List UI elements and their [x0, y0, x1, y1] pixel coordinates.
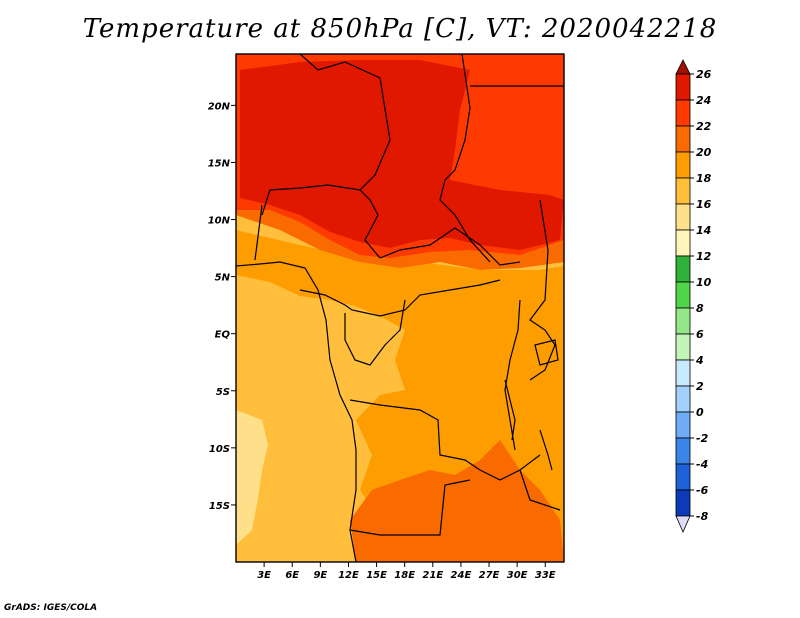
colorbar-bin	[675, 177, 691, 205]
border-ethiopia	[470, 85, 564, 381]
colorbar-label: 26	[696, 68, 712, 81]
border-north	[299, 53, 391, 191]
field-16-west	[236, 410, 268, 545]
map-frame	[235, 53, 565, 563]
x-tick-label: 6E	[285, 570, 299, 581]
colorbar-label: 6	[696, 328, 704, 341]
colorbar-label: 2	[696, 380, 704, 393]
border-lake-chad	[359, 189, 381, 259]
colorbar-bin	[675, 437, 691, 465]
x-tick-label: 24E	[451, 570, 472, 581]
field-22-south-east	[470, 505, 520, 562]
y-axis: 20N 15N 10N 5N EQ 5S 10S 15S	[208, 101, 236, 512]
y-tick-label: EQ	[215, 330, 231, 341]
colorbar-label: -8	[696, 510, 709, 523]
colorbar-label: 20	[696, 146, 712, 159]
colorbar-label: 10	[696, 276, 712, 289]
colorbar-bin	[675, 463, 691, 491]
colorbar-bin	[675, 307, 691, 335]
y-tick-label: 15N	[208, 158, 231, 169]
map-title: Temperature at 850hPa [C], VT: 202004221…	[82, 14, 718, 44]
colorbar-bin	[675, 203, 691, 231]
colorbar-label: 0	[696, 406, 704, 419]
lake-malawi	[539, 429, 553, 471]
colorbar-label: -4	[696, 458, 708, 471]
x-tick-label: 9E	[313, 570, 327, 581]
field-26-core	[240, 60, 564, 250]
colorbar-bin	[675, 359, 691, 387]
x-tick-label: 12E	[338, 570, 359, 581]
colorbar-label: 16	[696, 198, 712, 211]
border-nigeria	[254, 187, 301, 261]
x-tick-label: 3E	[257, 570, 271, 581]
colorbar-label: 4	[695, 354, 704, 367]
colorbar-bin	[675, 229, 691, 257]
border-cameroon	[299, 279, 501, 317]
colorbar-bin	[675, 125, 691, 153]
y-tick-label: 10S	[209, 444, 230, 455]
y-tick-label: 15S	[209, 501, 230, 512]
colorbar-bin	[675, 151, 691, 179]
y-tick-label: 20N	[208, 101, 231, 112]
colorbar-bin	[675, 99, 691, 127]
x-tick-label: 30E	[507, 570, 528, 581]
y-tick-label: 5S	[216, 387, 230, 398]
x-tick-label: 21E	[422, 570, 443, 581]
colorbar-bin	[675, 385, 691, 413]
colorbar-bin	[675, 333, 691, 361]
colorbar-top-arrow	[675, 59, 691, 75]
x-tick-label: 27E	[479, 570, 500, 581]
x-axis: 3E 6E 9E 12E 15E 18E 21E 24E 27E 30E 33E	[257, 562, 556, 581]
borders	[235, 53, 564, 563]
border-car	[379, 227, 521, 266]
colorbar-label: 14	[696, 224, 711, 237]
lake-victoria	[534, 339, 559, 366]
lake-tanganyika	[504, 379, 516, 441]
colorbar-label: 22	[696, 120, 712, 133]
border-namibia	[349, 479, 471, 536]
border-congo	[344, 299, 406, 366]
colorbar-label: 8	[696, 302, 704, 315]
y-tick-label: 5N	[215, 273, 231, 284]
colorbar-bin	[675, 255, 691, 283]
colorbar-bin	[675, 411, 691, 439]
border-chad-sudan	[439, 53, 491, 263]
colorbar-bottom-arrow	[675, 515, 691, 533]
colorbar-bin	[675, 489, 691, 517]
grads-credit: GrADS: IGES/COLA	[4, 603, 98, 613]
y-tick-label: 10N	[208, 216, 231, 227]
colorbar-bin	[675, 73, 691, 101]
x-tick-label: 15E	[366, 570, 387, 581]
border-east	[504, 299, 521, 451]
border-zambia	[479, 454, 561, 511]
colorbar-label: -6	[696, 484, 709, 497]
colorbar-label: 12	[696, 250, 712, 263]
colorbar-bin	[675, 281, 691, 309]
colorbar-label: -2	[696, 432, 709, 445]
coastline	[235, 261, 357, 563]
x-tick-label: 18E	[394, 570, 415, 581]
x-tick-label: 33E	[535, 570, 556, 581]
border-drc-angola	[349, 399, 481, 471]
colorbar-label: 24	[696, 94, 711, 107]
colorbar-label: 18	[696, 172, 712, 185]
